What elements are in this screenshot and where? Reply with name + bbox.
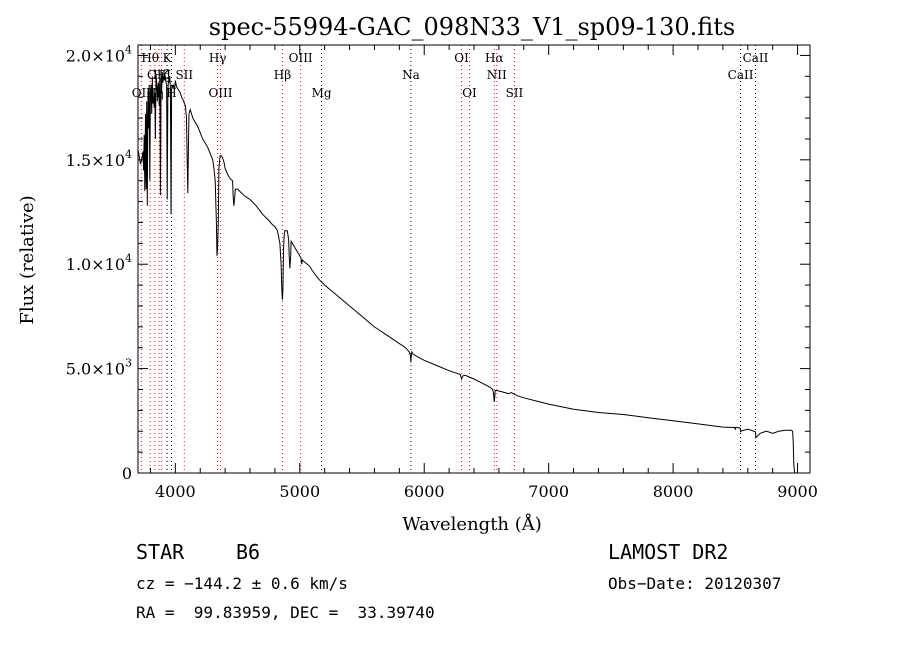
- line-label-15: OI: [462, 86, 477, 100]
- x-tick-label-5: 9000: [777, 482, 818, 501]
- x-tick-label-1: 5000: [279, 482, 320, 501]
- object-type: STAR: [136, 540, 185, 564]
- line-label-10: Hβ: [274, 68, 291, 82]
- y-axis-label: Flux (relative): [17, 195, 38, 324]
- line-label-20: CaII: [743, 51, 769, 65]
- y-tick-label-2: 1.0×104: [66, 252, 132, 274]
- observation-date: Obs−Date: 20120307: [608, 574, 782, 593]
- y-tick-label-1: 5.0×103: [66, 357, 132, 379]
- x-tick-label-3: 7000: [528, 482, 569, 501]
- line-label-13: Na: [402, 68, 420, 82]
- line-label-18: SII: [506, 86, 524, 100]
- survey-name: LAMOST DR2: [608, 540, 729, 564]
- line-label-19: CaII: [728, 68, 754, 82]
- line-label-12: Mg: [312, 86, 332, 100]
- x-tick-label-2: 6000: [404, 482, 445, 501]
- y-tick-exponent-2: 4: [125, 252, 132, 265]
- chart-title: spec-55994-GAC_098N33_V1_sp09-130.fits: [209, 13, 735, 41]
- y-tick-exponent-3: 4: [125, 148, 132, 161]
- plot-frame: [137, 44, 811, 474]
- line-label-7: SII: [175, 68, 193, 82]
- y-tick-exponent-4: 4: [125, 43, 132, 56]
- y-tick-label-4: 2.0×104: [66, 43, 132, 65]
- y-tick-mantissa-2: 1.0×10: [66, 255, 125, 274]
- line-label-11: OIII: [289, 51, 313, 65]
- y-tick-mantissa-3: 1.5×10: [66, 151, 125, 170]
- y-tick-label-3: 1.5×104: [66, 148, 132, 170]
- line-label-0: OII: [132, 86, 152, 100]
- redshift-velocity: cz = −144.2 ± 0.6 km/s: [136, 574, 348, 593]
- line-label-8: Hγ: [209, 51, 227, 65]
- spectrum-series-line: [137, 72, 798, 474]
- line-label-5: K: [163, 51, 173, 65]
- y-tick-mantissa-1: 5.0×10: [66, 360, 125, 379]
- line-label-17: NII: [487, 68, 507, 82]
- y-tick-mantissa-0: 0: [122, 464, 132, 483]
- line-label-14: OI: [454, 51, 469, 65]
- y-tick-label-0: 0: [122, 464, 132, 483]
- y-tick-exponent-1: 3: [125, 357, 132, 370]
- line-label-1: Hθ: [141, 51, 159, 65]
- spectral-line-annotations: OIIHθHηOIIIHζKHSIIHγOIIIHβOIIIMgNaOIOIHα…: [132, 45, 769, 473]
- sky-coordinates: RA = 99.83959, DEC = 33.39740: [136, 603, 435, 622]
- object-subclass: B6: [236, 540, 261, 564]
- line-label-9: OIII: [208, 86, 232, 100]
- line-label-16: Hα: [485, 51, 504, 65]
- x-tick-label-4: 8000: [653, 482, 694, 501]
- y-tick-mantissa-4: 2.0×10: [66, 46, 125, 65]
- x-axis-label: Wavelength (Å): [402, 513, 542, 535]
- x-axis-ticks: 4000 5000 6000 7000 8000 9000: [149, 45, 818, 501]
- x-tick-label-0: 4000: [155, 482, 196, 501]
